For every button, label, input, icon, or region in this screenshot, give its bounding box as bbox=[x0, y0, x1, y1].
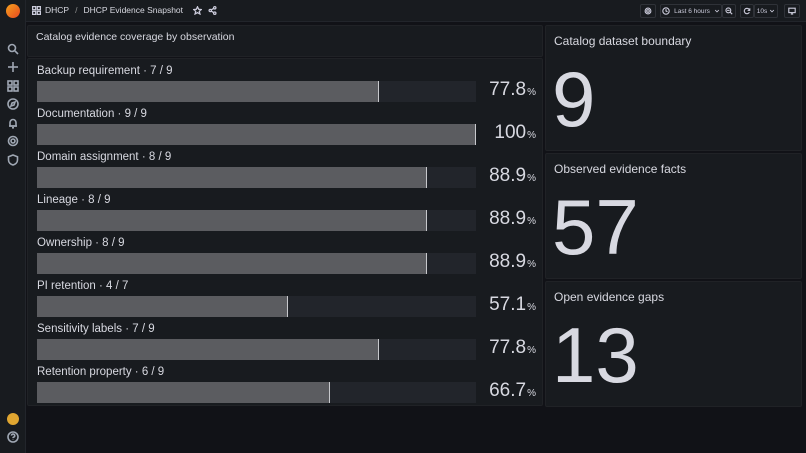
refresh-button[interactable] bbox=[740, 4, 754, 18]
bar-label: Ownership · 8 / 9 bbox=[37, 237, 125, 249]
bar-value: 100% bbox=[476, 122, 536, 144]
bar-fill bbox=[37, 296, 288, 317]
bar-fill bbox=[37, 339, 379, 360]
stat-value: 9 bbox=[552, 55, 596, 143]
bar-fill bbox=[37, 167, 427, 188]
stat-panel-evidence-gaps: Open evidence gaps 13 bbox=[545, 281, 802, 407]
bar-value: 88.9% bbox=[476, 251, 536, 273]
bar-value: 77.8% bbox=[476, 79, 536, 101]
bar-label: PI retention · 4 / 7 bbox=[37, 280, 129, 292]
sidebar bbox=[0, 0, 26, 453]
bar-label: Backup requirement · 7 / 9 bbox=[37, 65, 173, 77]
bar-value: 57.1% bbox=[476, 294, 536, 316]
stat-panel-evidence-facts: Observed evidence facts 57 bbox=[545, 153, 802, 279]
bar-track bbox=[37, 296, 476, 317]
breadcrumb-separator: / bbox=[75, 5, 78, 15]
bar-panel-header: Catalog evidence coverage by observation bbox=[27, 25, 543, 57]
bar-value-unit: % bbox=[527, 345, 536, 356]
stat-title: Observed evidence facts bbox=[554, 162, 687, 176]
grafana-logo-icon[interactable] bbox=[6, 4, 20, 18]
bar-fill bbox=[37, 253, 427, 274]
bar-value-number: 57.1 bbox=[489, 294, 527, 315]
bar-label: Lineage · 8 / 9 bbox=[37, 194, 111, 206]
bar-value-number: 77.8 bbox=[489, 79, 527, 100]
bar-value-unit: % bbox=[527, 259, 536, 270]
configuration-gear-icon[interactable] bbox=[6, 134, 20, 148]
bar-value-unit: % bbox=[527, 173, 536, 184]
bar-label: Domain assignment · 8 / 9 bbox=[37, 151, 172, 163]
bar-value-unit: % bbox=[527, 216, 536, 227]
explore-compass-icon[interactable] bbox=[6, 97, 20, 111]
bar-value-number: 88.9 bbox=[489, 165, 527, 186]
clock-icon bbox=[662, 7, 670, 15]
time-range-label: Last 6 hours bbox=[674, 7, 710, 15]
bar-track bbox=[37, 382, 476, 403]
bar-value-number: 77.8 bbox=[489, 337, 527, 358]
dashboards-icon[interactable] bbox=[6, 79, 20, 93]
chevron-down-icon bbox=[714, 8, 720, 14]
bar-track bbox=[37, 253, 476, 274]
share-icon[interactable] bbox=[208, 5, 217, 15]
bar-fill bbox=[37, 81, 379, 102]
star-icon[interactable] bbox=[193, 5, 203, 15]
breadcrumb: DHCP / DHCP Evidence Snapshot bbox=[32, 5, 217, 15]
settings-gear-icon bbox=[644, 7, 652, 15]
dashboards-grid-icon bbox=[32, 5, 41, 15]
bar-track bbox=[37, 339, 476, 360]
bar-value-unit: % bbox=[527, 87, 536, 98]
bar-value-unit: % bbox=[527, 302, 536, 313]
refresh-interval-label: 10s bbox=[756, 7, 768, 15]
bar-label: Documentation · 9 / 9 bbox=[37, 108, 147, 120]
bar-value-number: 100 bbox=[494, 122, 527, 143]
bar-value-number: 88.9 bbox=[489, 208, 527, 229]
bar-label: Sensitivity labels · 7 / 9 bbox=[37, 323, 155, 335]
user-avatar[interactable] bbox=[7, 413, 19, 425]
bar-value: 77.8% bbox=[476, 337, 536, 359]
bar-value-number: 66.7 bbox=[489, 380, 527, 401]
refresh-icon bbox=[743, 7, 751, 15]
bar-gauge-panel: Backup requirement · 7 / 9 77.8% Documenta… bbox=[27, 58, 543, 406]
bar-value: 88.9% bbox=[476, 165, 536, 187]
monitor-icon bbox=[788, 7, 796, 15]
bar-label: Retention property · 6 / 9 bbox=[37, 366, 165, 378]
dashboard-settings-button[interactable] bbox=[640, 4, 656, 18]
help-icon[interactable] bbox=[6, 430, 20, 444]
bar-track bbox=[37, 167, 476, 188]
breadcrumb-folder[interactable]: DHCP bbox=[45, 5, 70, 15]
time-range-picker[interactable]: Last 6 hours bbox=[660, 4, 722, 18]
plus-icon[interactable] bbox=[6, 60, 20, 74]
stat-value: 57 bbox=[552, 183, 639, 271]
top-navbar: DHCP / DHCP Evidence Snapshot Last 6 hou… bbox=[26, 0, 806, 22]
stat-title: Catalog dataset boundary bbox=[554, 34, 692, 48]
refresh-interval-picker[interactable]: 10s bbox=[754, 4, 778, 18]
zoom-out-button[interactable] bbox=[722, 4, 736, 18]
alerting-bell-icon[interactable] bbox=[6, 116, 20, 130]
bar-fill bbox=[37, 124, 476, 145]
stat-value: 13 bbox=[552, 311, 639, 399]
bar-value: 88.9% bbox=[476, 208, 536, 230]
bar-value-number: 88.9 bbox=[489, 251, 527, 272]
tv-mode-button[interactable] bbox=[784, 4, 800, 18]
bar-track bbox=[37, 124, 476, 145]
zoom-out-icon bbox=[725, 7, 733, 15]
stat-panel-dataset-boundary: Catalog dataset boundary 9 bbox=[545, 25, 802, 151]
shield-icon[interactable] bbox=[6, 153, 20, 167]
breadcrumb-dashboard-title[interactable]: DHCP Evidence Snapshot bbox=[83, 5, 184, 15]
stat-title: Open evidence gaps bbox=[554, 290, 665, 304]
bar-value: 66.7% bbox=[476, 380, 536, 402]
search-icon[interactable] bbox=[6, 42, 20, 56]
bar-track bbox=[37, 210, 476, 231]
bar-fill bbox=[37, 210, 427, 231]
bar-fill bbox=[37, 382, 330, 403]
bar-track bbox=[37, 81, 476, 102]
bar-value-unit: % bbox=[527, 388, 536, 399]
chevron-down-icon bbox=[769, 8, 775, 14]
bar-value-unit: % bbox=[527, 130, 536, 141]
bar-panel-title: Catalog evidence coverage by observation bbox=[36, 31, 235, 43]
